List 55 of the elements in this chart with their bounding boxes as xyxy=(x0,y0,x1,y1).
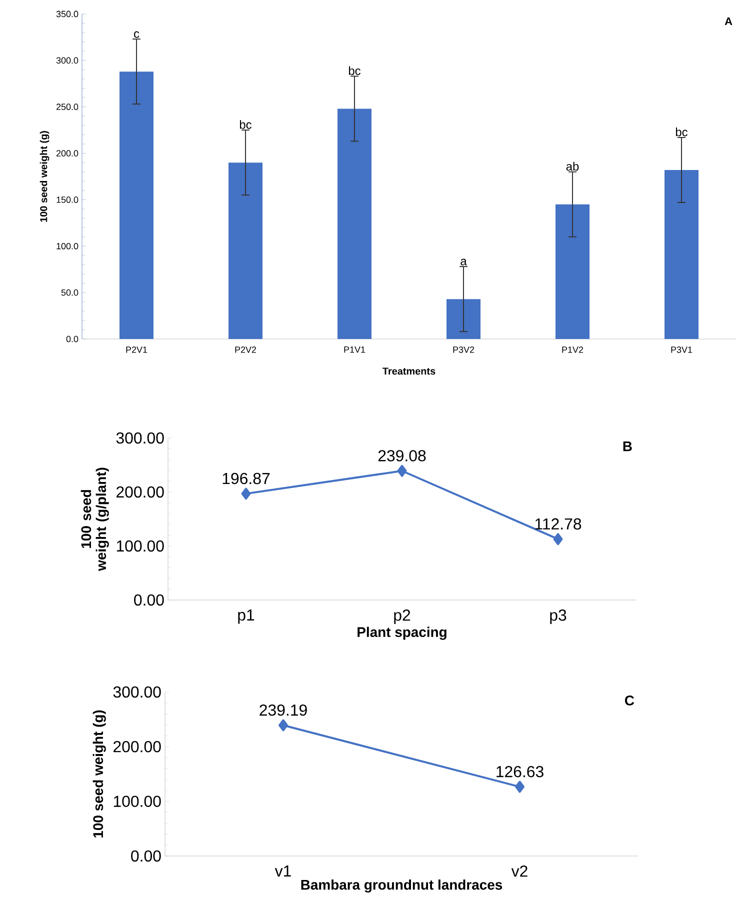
annotation: bc xyxy=(676,128,688,136)
y-tick-label: 300.00 xyxy=(113,686,161,698)
annotation: ab xyxy=(566,162,579,171)
annotation: bc xyxy=(348,66,360,75)
y-tick-label: 200.00 xyxy=(114,741,161,752)
data-label: 112.78 xyxy=(535,518,582,530)
y-tick-label: 250.0 xyxy=(56,104,78,110)
annotation: bc xyxy=(240,120,252,129)
bar xyxy=(338,108,372,339)
y-tick-label: 200.00 xyxy=(116,486,164,498)
x-tick-label: P2V2 xyxy=(235,346,256,353)
x-tick-label: v2 xyxy=(511,866,528,877)
y-tick-label: 0.0 xyxy=(66,336,78,342)
data-label: 126.63 xyxy=(496,766,544,778)
annotation: a xyxy=(460,258,467,266)
y-tick-label: 0.00 xyxy=(131,850,161,862)
y-axis-title: 100 seed weight (g) xyxy=(40,131,50,222)
data-label: 239.19 xyxy=(260,704,307,716)
y-tick-label: 100.0 xyxy=(56,242,78,250)
y-tick-label: 100.00 xyxy=(116,540,164,552)
x-tick-label: p3 xyxy=(550,610,566,624)
bar xyxy=(120,72,154,339)
annotation: B xyxy=(623,442,632,452)
x-tick-label: P1V1 xyxy=(344,346,366,353)
y-tick-label: 0.00 xyxy=(134,594,164,606)
x-tick-label: p1 xyxy=(238,610,254,624)
x-tick-label: v1 xyxy=(274,866,291,876)
y-tick-label: 300.0 xyxy=(56,57,78,64)
x-tick-label: P3V2 xyxy=(453,346,474,353)
x-tick-label: P2V1 xyxy=(126,346,148,353)
x-tick-label: P1V2 xyxy=(562,346,584,353)
x-tick-label: p2 xyxy=(394,610,410,624)
annotation: c xyxy=(134,31,140,38)
data-label: 239.08 xyxy=(378,450,426,462)
y-axis-title: 100 seed weight (g/plant) xyxy=(80,468,109,571)
y-axis-title: 100 seed weight (g) xyxy=(92,710,106,838)
annotation: A xyxy=(724,18,732,26)
x-tick-label: P3V1 xyxy=(671,346,692,353)
y-tick-label: 150.0 xyxy=(56,196,78,203)
x-axis-title: Plant spacing xyxy=(358,626,446,640)
x-axis-title: Treatments xyxy=(382,368,436,375)
point xyxy=(241,488,251,500)
bar xyxy=(228,162,263,339)
y-tick-label: 50.0 xyxy=(61,289,78,296)
point xyxy=(397,464,407,477)
data-label: 196.87 xyxy=(222,472,270,484)
annotation: C xyxy=(624,696,634,706)
bar xyxy=(556,204,590,339)
y-tick-label: 100.00 xyxy=(114,796,161,807)
bar xyxy=(664,170,699,339)
y-tick-label: 300.00 xyxy=(116,432,164,444)
y-tick-label: 350.0 xyxy=(56,10,78,18)
y-tick-label: 200.0 xyxy=(56,150,78,156)
x-axis-title: Bambara groundnut landraces xyxy=(301,879,502,893)
point xyxy=(553,533,563,546)
